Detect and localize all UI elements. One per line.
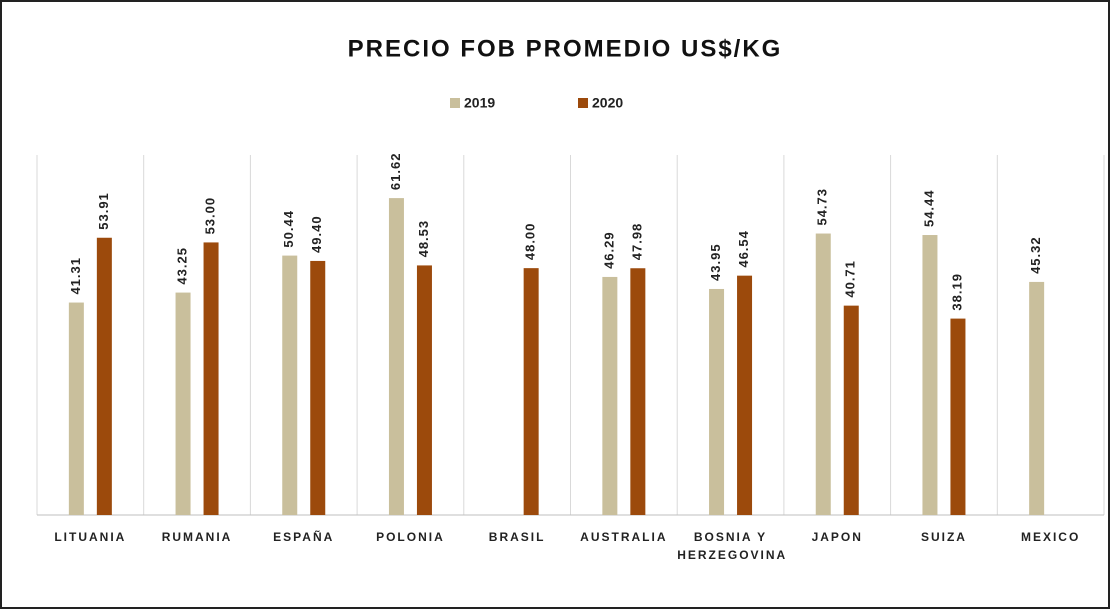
bar <box>203 242 219 515</box>
bar <box>843 305 859 515</box>
legend-label: 2019 <box>464 95 495 111</box>
bar <box>1029 281 1045 515</box>
bar <box>737 275 753 515</box>
x-tick-label: ESPAÑA <box>273 530 335 544</box>
legend-label: 2020 <box>592 95 623 111</box>
data-label: 46.54 <box>736 230 751 268</box>
bar <box>815 233 831 515</box>
data-label: 48.53 <box>416 220 431 258</box>
legend-swatch <box>450 98 460 108</box>
bar <box>68 302 84 515</box>
data-label: 43.25 <box>174 247 189 285</box>
x-tick-label: POLONIA <box>376 530 445 544</box>
data-label: 53.00 <box>202 197 217 235</box>
x-tick-label: LITUANIA <box>54 530 127 544</box>
x-tick-label: SUIZA <box>920 530 967 544</box>
data-label: 46.29 <box>601 231 616 269</box>
bar <box>950 318 966 515</box>
chart-title: PRECIO FOB PROMEDIO US$/KG <box>348 35 783 62</box>
x-tick-label: BOSNIA Y HERZEGOVINA <box>677 530 788 562</box>
data-label: 45.32 <box>1028 236 1043 274</box>
data-label: 48.00 <box>523 223 538 261</box>
data-label: 40.71 <box>843 260 858 298</box>
data-label: 49.40 <box>309 215 324 253</box>
bar <box>96 237 112 515</box>
bar <box>523 268 539 515</box>
bar <box>416 265 432 515</box>
bar <box>602 276 618 515</box>
x-tick-label: RUMANIA <box>161 530 233 544</box>
bar <box>388 198 404 515</box>
bar <box>175 292 191 515</box>
data-label: 54.44 <box>921 189 936 227</box>
bar <box>310 260 326 515</box>
data-label: 61.62 <box>388 153 403 191</box>
legend-swatch <box>578 98 588 108</box>
bar <box>709 288 725 515</box>
bar <box>922 235 938 515</box>
data-label: 43.95 <box>708 243 723 281</box>
x-tick-label: BRASIL <box>488 530 546 544</box>
x-tick-label: AUSTRALIA <box>580 530 668 544</box>
x-tick-label: MEXICO <box>1020 530 1081 544</box>
data-label: 50.44 <box>281 210 296 248</box>
data-label: 47.98 <box>629 223 644 261</box>
data-label: 41.31 <box>68 257 83 295</box>
bar <box>282 255 298 515</box>
x-tick-label: JAPON <box>811 530 863 544</box>
data-label: 53.91 <box>96 192 111 230</box>
data-label: 54.73 <box>815 188 830 226</box>
data-label: 38.19 <box>949 273 964 311</box>
bar <box>630 268 646 515</box>
